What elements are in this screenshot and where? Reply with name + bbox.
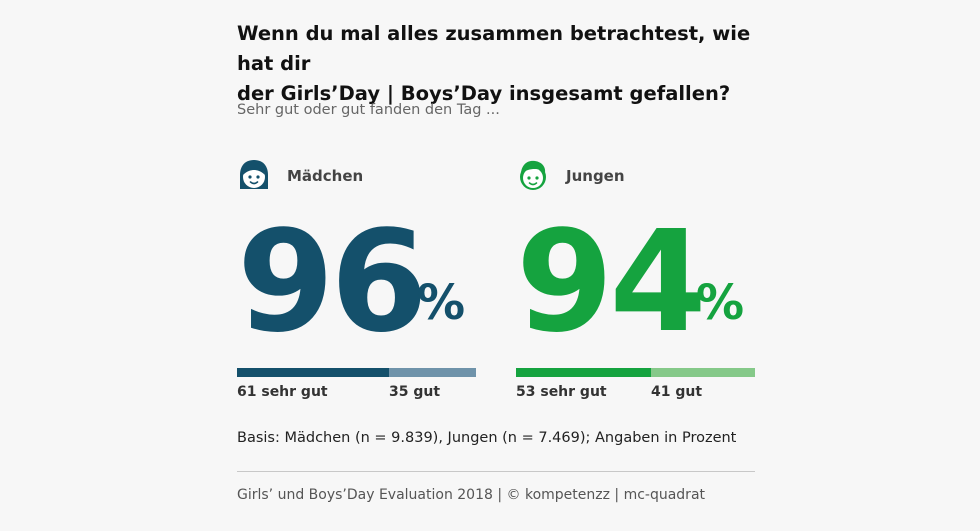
stacked-bar-girls: [237, 368, 476, 377]
percent-sign-boys: %: [696, 275, 745, 331]
title-line-2: der Girls’Day | Boys’Day insgesamt gefal…: [237, 82, 731, 105]
basis-note: Basis: Mädchen (n = 9.839), Jungen (n = …: [237, 430, 737, 446]
bar-segment-boys-sehr-gut: [516, 368, 651, 377]
source-note: Girls’ und Boys’Day Evaluation 2018 | © …: [237, 487, 706, 503]
segment-label-boys-gut: 41 gut: [651, 384, 703, 400]
girl-face-icon: [240, 160, 268, 189]
chart-title: Wenn du mal alles zusammen betrachtest, …: [237, 19, 777, 109]
total-value-boys: 94: [516, 201, 707, 364]
percent-sign-girls: %: [417, 275, 466, 331]
title-line-1: Wenn du mal alles zusammen betrachtest, …: [237, 22, 751, 75]
stacked-bar-boys: [516, 368, 755, 377]
group-label-boys: Jungen: [566, 167, 625, 185]
total-value-girls: 96: [237, 201, 428, 364]
bar-segment-girls-gut: [388, 368, 476, 377]
segment-label-boys-sehr-gut: 53 sehr gut: [516, 384, 607, 400]
segment-label-girls-sehr-gut: 61 sehr gut: [237, 384, 328, 400]
segment-label-girls-gut: 35 gut: [389, 384, 441, 400]
boy-face-icon: [520, 160, 546, 190]
bar-segment-girls-sehr-gut: [237, 368, 389, 377]
chart-container: Wenn du mal alles zusammen betrachtest, …: [237, 0, 755, 531]
group-label-girls: Mädchen: [287, 167, 364, 185]
panel-boys: Jungen 94 % 53 sehr gut 41 gut: [516, 158, 756, 408]
panel-girls: Mädchen 96 % 61 sehr gut 35 gut: [237, 158, 477, 408]
bar-segment-boys-gut: [650, 368, 755, 377]
divider: [237, 471, 755, 472]
chart-subtitle: Sehr gut oder gut fanden den Tag ...: [237, 102, 500, 118]
